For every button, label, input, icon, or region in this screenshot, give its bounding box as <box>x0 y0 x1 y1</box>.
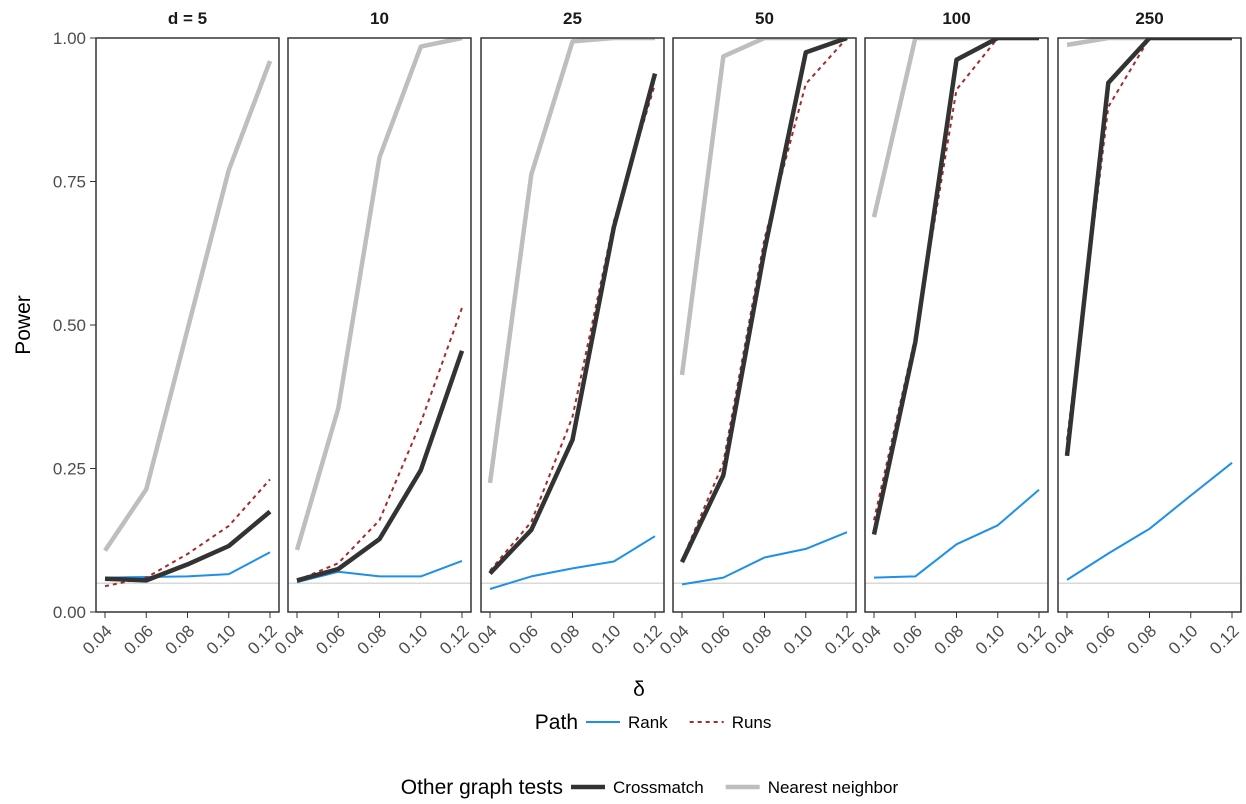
facet-strip-label: d = 5 <box>168 9 207 28</box>
series-line-rank <box>104 551 271 579</box>
x-tick-label: 0.10 <box>588 621 625 658</box>
x-axis-title: δ <box>633 678 645 701</box>
panel-data <box>1064 38 1233 581</box>
series-line-nearest-neighbor <box>487 38 655 484</box>
series-line-rank <box>873 488 1040 579</box>
legend-title: Other graph tests <box>401 776 563 799</box>
series-line-runs <box>296 307 463 582</box>
panel-data <box>679 38 848 586</box>
x-tick-label: 0.06 <box>120 621 157 658</box>
facet-panel: 10 0.04 0.06 0.08 0.10 0.12 <box>271 9 473 658</box>
x-tick-label: 0.04 <box>848 621 885 658</box>
x-tick-label: 0.08 <box>353 621 390 658</box>
legends: Path Rank Runs Other graph tests Crossmatch N… <box>401 711 899 799</box>
legend-label: Nearest neighbor <box>768 778 899 797</box>
facet-strip-label: 250 <box>1135 9 1163 28</box>
y-tick-label: 0.25 <box>53 460 86 479</box>
facet-strip-label: 10 <box>370 9 389 28</box>
x-tick-label: 0.10 <box>972 621 1009 658</box>
series-line-runs <box>104 478 271 588</box>
x-tick-label: 0.04 <box>1041 621 1078 658</box>
x-tick-label: 0.08 <box>161 621 198 658</box>
series-line-crossmatch <box>488 73 658 576</box>
legend-title: Path <box>535 711 578 734</box>
x-tick-label: 0.10 <box>203 621 240 658</box>
y-axis: 0.00 0.25 0.50 0.75 1.00 <box>53 29 96 622</box>
y-axis-title: Power <box>12 295 35 355</box>
y-tick-label: 0.50 <box>53 316 86 335</box>
legend-label: Runs <box>732 713 772 732</box>
y-tick-label: 1.00 <box>53 29 86 48</box>
x-tick-label: 0.08 <box>930 621 967 658</box>
series-line-nearest-neighbor <box>103 60 273 552</box>
x-tick-label: 0.06 <box>697 621 734 658</box>
x-tick-label: 0.12 <box>436 621 473 658</box>
series-line-rank <box>296 559 463 584</box>
series-line-crossmatch <box>104 509 272 583</box>
series-line-rank <box>489 535 656 590</box>
legend: Other graph tests Crossmatch Nearest neigh… <box>401 776 899 799</box>
facet-panel: 250 0.04 0.06 0.08 0.10 0.12 <box>1041 9 1243 658</box>
x-tick-label: 0.10 <box>395 621 432 658</box>
x-tick-label: 0.06 <box>889 621 926 658</box>
panel-data <box>871 38 1040 579</box>
x-tick-label: 0.06 <box>312 621 349 658</box>
panel-border <box>287 37 472 613</box>
series-line-crossmatch <box>679 38 848 564</box>
x-tick-label: 0.08 <box>738 621 775 658</box>
facet-panel: 500.04 0.06 0.08 0.10 0.12 <box>656 9 858 658</box>
series-line-rank <box>681 531 848 586</box>
series-line-crossmatch <box>871 38 1039 535</box>
series-line-crossmatch <box>296 350 465 583</box>
x-tick-label: 0.06 <box>1082 621 1119 658</box>
series-line-runs <box>489 83 656 572</box>
facet-panel: d = 50.04 0.06 0.08 0.10 0.12 <box>79 9 281 658</box>
x-tick-label: 0.08 <box>1123 621 1160 658</box>
x-tick-label: 0.12 <box>1013 621 1050 658</box>
x-tick-label: 0.10 <box>780 621 817 658</box>
x-tick-label: 0.04 <box>79 621 116 658</box>
series-line-nearest-neighbor <box>1066 38 1232 48</box>
panel-border <box>480 37 665 613</box>
series-line-runs <box>681 38 848 561</box>
x-tick-label: 0.08 <box>546 621 583 658</box>
facet-strip-label: 50 <box>755 9 774 28</box>
y-tick-label: 0.00 <box>53 603 86 622</box>
x-tick-label: 0.04 <box>464 621 501 658</box>
series-line-nearest-neighbor <box>294 38 463 551</box>
panel-border <box>864 37 1049 613</box>
facet-panel: 100 0.04 0.06 0.08 0.10 0.12 <box>848 9 1050 658</box>
series-line-rank <box>1066 462 1233 581</box>
panel-data <box>103 60 273 588</box>
legend-label: Rank <box>628 713 668 732</box>
x-tick-label: 0.04 <box>656 621 693 658</box>
series-line-nearest-neighbor <box>679 38 847 376</box>
legend: Path Rank Runs <box>535 711 772 734</box>
facet-panel: 250.04 0.06 0.08 0.10 0.12 <box>464 9 666 658</box>
legend-label: Crossmatch <box>613 778 704 797</box>
x-tick-label: 0.10 <box>1165 621 1202 658</box>
panel-data <box>294 38 465 584</box>
panel-border <box>1057 37 1242 613</box>
y-tick-label: 0.75 <box>53 173 86 192</box>
x-tick-label: 0.04 <box>271 621 308 658</box>
series-line-nearest-neighbor <box>871 38 1039 218</box>
panel-data <box>487 38 658 590</box>
x-tick-label: 0.06 <box>505 621 542 658</box>
x-tick-label: 0.12 <box>1206 621 1243 658</box>
facet-strip-label: 100 <box>942 9 970 28</box>
series-line-crossmatch <box>1064 38 1232 457</box>
facet-strip-label: 25 <box>563 9 582 28</box>
